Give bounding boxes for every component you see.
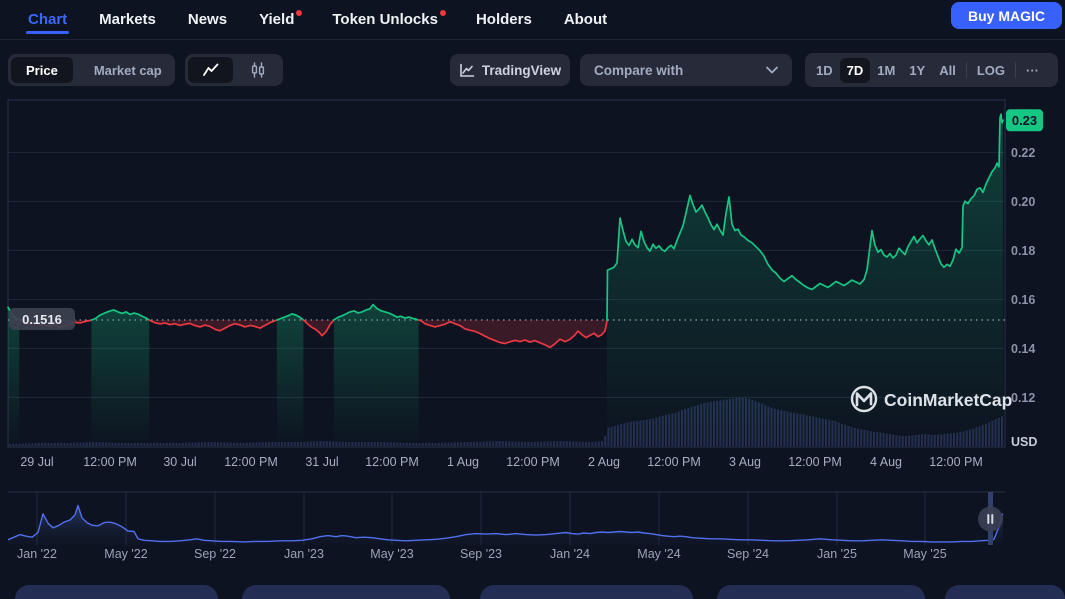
nav-tab-label: Chart (28, 11, 68, 28)
nav-tabs: Chart Markets News Yield Token Unlocks H… (25, 0, 607, 39)
svg-text:Jan '23: Jan '23 (284, 547, 324, 561)
notification-dot (296, 9, 303, 16)
bottom-card[interactable] (15, 585, 218, 599)
svg-text:12:00 PM: 12:00 PM (788, 455, 842, 469)
notification-dot (439, 9, 446, 16)
svg-text:Sep '23: Sep '23 (460, 547, 502, 561)
nav-tab-news[interactable]: News (188, 0, 227, 39)
chevron-down-icon (766, 66, 778, 74)
svg-text:0.18: 0.18 (1011, 244, 1035, 258)
svg-text:0.12: 0.12 (1011, 391, 1035, 405)
compare-with-label: Compare with (594, 62, 684, 78)
svg-text:Sep '22: Sep '22 (194, 547, 236, 561)
price-chart-canvas[interactable]: 0.22 0.20 0.18 0.16 0.14 0.12 USD 29 Jul 12:00 P… (0, 97, 1065, 470)
tradingview-button[interactable]: TradingView (450, 54, 570, 86)
nav-tab-holders[interactable]: Holders (476, 0, 532, 39)
svg-text:30 Jul: 30 Jul (163, 455, 196, 469)
range-all-button[interactable]: All (939, 62, 956, 78)
bottom-card[interactable] (480, 585, 693, 599)
candlestick-chart-type-button[interactable] (235, 57, 280, 83)
svg-text:Jan '22: Jan '22 (17, 547, 57, 561)
buy-magic-button[interactable]: Buy MAGIC (951, 2, 1062, 29)
range-selector: 1D 7D 1M 1Y All LOG ··· (805, 53, 1058, 87)
svg-text:4 Aug: 4 Aug (870, 455, 902, 469)
metric-marketcap-button[interactable]: Market cap (93, 62, 162, 78)
svg-text:0.22: 0.22 (1011, 146, 1035, 160)
svg-text:12:00 PM: 12:00 PM (365, 455, 419, 469)
nav-tab-label: Token Unlocks (332, 11, 438, 28)
nav-tab-label: News (187, 11, 228, 28)
bottom-card[interactable] (717, 585, 925, 599)
svg-text:May '23: May '23 (370, 547, 413, 561)
nav-tab-token-unlocks[interactable]: Token Unlocks (332, 0, 446, 39)
coinmarketcap-watermark: CoinMarketCap (850, 385, 1012, 413)
chart-type-toggle (185, 54, 283, 86)
nav-tab-about[interactable]: About (564, 0, 607, 39)
range-1d-button[interactable]: 1D (816, 62, 833, 78)
svg-text:12:00 PM: 12:00 PM (83, 455, 137, 469)
nav-tab-markets[interactable]: Markets (99, 0, 156, 39)
line-chart-icon (202, 63, 218, 76)
range-1y-button[interactable]: 1Y (909, 62, 926, 78)
svg-text:0.16: 0.16 (1011, 293, 1035, 307)
range-7d-button[interactable]: 7D (839, 57, 871, 83)
line-chart-type-button[interactable] (188, 57, 233, 83)
svg-text:May '25: May '25 (903, 547, 946, 561)
tradingview-label: TradingView (481, 62, 562, 78)
bottom-card[interactable] (242, 585, 450, 599)
svg-text:May '24: May '24 (637, 547, 680, 561)
tradingview-icon (460, 63, 475, 77)
log-scale-button[interactable]: LOG (976, 62, 1006, 78)
svg-text:0.1516: 0.1516 (22, 312, 62, 327)
navigator-handle (978, 492, 1003, 545)
candlestick-icon (251, 62, 264, 78)
nav-tab-label: Markets (99, 11, 156, 28)
divider (965, 62, 967, 78)
svg-text:Jan '24: Jan '24 (550, 547, 590, 561)
svg-text:3 Aug: 3 Aug (729, 455, 761, 469)
coin-page-nav: Chart Markets News Yield Token Unlocks H… (0, 0, 1065, 40)
nav-tab-label: Yield (259, 11, 295, 28)
svg-text:0.20: 0.20 (1011, 195, 1035, 209)
divider (1015, 62, 1017, 78)
nav-tab-yield[interactable]: Yield (259, 0, 303, 39)
metric-price-button[interactable]: Price (11, 57, 73, 83)
svg-text:0.23: 0.23 (1012, 113, 1037, 128)
nav-tab-chart[interactable]: Chart (25, 0, 70, 39)
svg-text:CoinMarketCap: CoinMarketCap (884, 390, 1012, 410)
more-options-button[interactable]: ··· (1026, 62, 1040, 78)
svg-text:12:00 PM: 12:00 PM (506, 455, 560, 469)
range-1m-button[interactable]: 1M (877, 62, 896, 78)
compare-with-dropdown[interactable]: Compare with (580, 54, 792, 86)
svg-text:29 Jul: 29 Jul (20, 455, 53, 469)
svg-text:1 Aug: 1 Aug (447, 455, 479, 469)
svg-text:12:00 PM: 12:00 PM (224, 455, 278, 469)
svg-text:2 Aug: 2 Aug (588, 455, 620, 469)
nav-tab-label: About (563, 11, 608, 28)
svg-text:31 Jul: 31 Jul (305, 455, 338, 469)
history-navigator-canvas[interactable]: Jan '22 May '22 Sep '22 Jan '23 May '23 Sep '… (0, 490, 1065, 565)
bottom-card[interactable] (945, 585, 1065, 599)
svg-text:12:00 PM: 12:00 PM (929, 455, 983, 469)
svg-text:Jan '25: Jan '25 (817, 547, 857, 561)
metric-toggle: Price Market cap (8, 54, 175, 86)
svg-text:0.14: 0.14 (1011, 342, 1035, 356)
nav-tab-label: Holders (475, 11, 532, 28)
svg-text:Sep '24: Sep '24 (727, 547, 769, 561)
svg-text:USD: USD (1011, 435, 1037, 449)
svg-text:May '22: May '22 (104, 547, 147, 561)
svg-text:12:00 PM: 12:00 PM (647, 455, 701, 469)
